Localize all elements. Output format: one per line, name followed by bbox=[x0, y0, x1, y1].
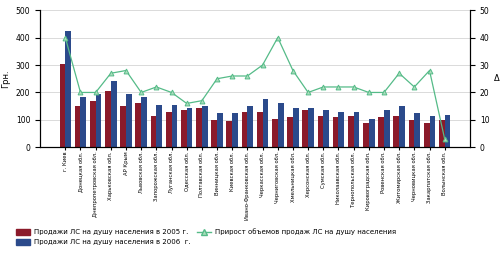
Bar bbox=[414, 113, 420, 147]
Bar bbox=[181, 110, 186, 147]
Bar bbox=[217, 113, 223, 147]
Bar bbox=[272, 119, 278, 147]
Bar bbox=[324, 110, 329, 147]
Bar bbox=[394, 116, 399, 147]
Bar bbox=[332, 117, 338, 147]
Bar bbox=[257, 112, 262, 147]
Bar bbox=[196, 108, 202, 147]
Bar bbox=[66, 31, 71, 147]
Bar bbox=[287, 117, 293, 147]
Bar bbox=[378, 117, 384, 147]
Bar bbox=[293, 107, 298, 147]
Bar bbox=[439, 120, 444, 147]
Bar bbox=[399, 106, 405, 147]
Bar bbox=[212, 120, 217, 147]
Bar bbox=[262, 99, 268, 147]
Bar bbox=[74, 106, 80, 147]
Bar bbox=[232, 113, 238, 147]
Bar bbox=[348, 116, 354, 147]
Bar bbox=[248, 106, 253, 147]
Bar bbox=[408, 120, 414, 147]
Bar bbox=[60, 64, 66, 147]
Bar bbox=[156, 105, 162, 147]
Bar bbox=[318, 116, 324, 147]
Bar bbox=[172, 105, 177, 147]
Bar bbox=[150, 116, 156, 147]
Bar bbox=[424, 123, 430, 147]
Bar bbox=[90, 101, 96, 147]
Y-axis label: Δ, %: Δ, % bbox=[494, 74, 500, 83]
Bar bbox=[354, 112, 360, 147]
Bar bbox=[111, 82, 116, 147]
Legend: Продажи ЛС на душу населения в 2005 г., Продажи ЛС на душу населения в 2006  г.,: Продажи ЛС на душу населения в 2005 г., … bbox=[14, 226, 398, 248]
Bar bbox=[80, 97, 86, 147]
Bar bbox=[369, 119, 374, 147]
Bar bbox=[278, 103, 283, 147]
Bar bbox=[166, 112, 172, 147]
Bar bbox=[242, 112, 248, 147]
Bar bbox=[96, 94, 102, 147]
Bar bbox=[126, 94, 132, 147]
Bar bbox=[338, 112, 344, 147]
Bar bbox=[444, 115, 450, 147]
Bar bbox=[105, 91, 111, 147]
Bar bbox=[136, 103, 141, 147]
Bar bbox=[430, 116, 436, 147]
Bar bbox=[226, 121, 232, 147]
Bar bbox=[384, 110, 390, 147]
Bar bbox=[186, 107, 192, 147]
Bar bbox=[141, 97, 147, 147]
Bar bbox=[120, 106, 126, 147]
Bar bbox=[302, 110, 308, 147]
Bar bbox=[308, 107, 314, 147]
Bar bbox=[202, 106, 207, 147]
Y-axis label: Грн.: Грн. bbox=[1, 69, 10, 88]
Bar bbox=[363, 123, 369, 147]
